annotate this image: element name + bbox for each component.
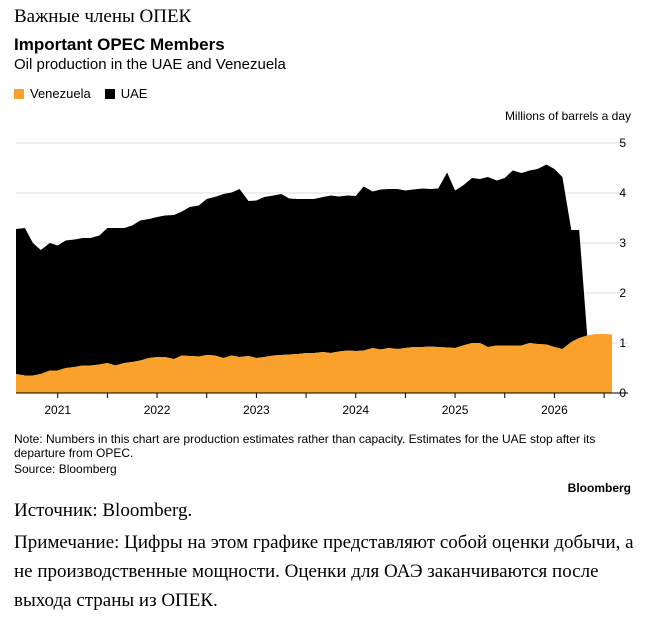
y-axis-unit-label: Millions of barrels a day (504, 109, 631, 123)
y-tick-label-3: 3 (619, 236, 626, 250)
y-tick-label-1: 1 (619, 336, 626, 350)
russian-note: Примечание: Цифры на этом графике предст… (14, 532, 634, 611)
bloomberg-logo: Bloomberg (567, 481, 631, 495)
y-tick-label-5: 5 (619, 136, 626, 150)
series-area-venezuela (16, 334, 612, 393)
y-tick-label-2: 2 (619, 286, 626, 300)
russian-title: Важные члены ОПЕК (14, 6, 192, 27)
x-tick-label-2025: 2025 (442, 403, 469, 417)
legend-item-venezuela: Venezuela (14, 86, 91, 101)
area-layer (16, 164, 612, 393)
x-tick-label-2022: 2022 (144, 403, 171, 417)
chart-subtitle: Oil production in the UAE and Venezuela (14, 56, 286, 73)
russian-source: Источник: Bloomberg. (14, 500, 193, 521)
legend-label-uae: UAE (120, 86, 148, 101)
series-area-uae (16, 164, 588, 376)
legend-item-uae: UAE (104, 86, 148, 101)
chart-source: Source: Bloomberg (14, 462, 117, 476)
x-tick-label-2023: 2023 (243, 403, 270, 417)
x-tick-label-2024: 2024 (342, 403, 369, 417)
legend-label-venezuela: Venezuela (30, 86, 91, 101)
chart-title: Important OPEC Members (14, 35, 225, 54)
legend-swatch-venezuela (14, 88, 24, 99)
x-tick-label-2021: 2021 (44, 403, 71, 417)
chart-note: Note: Numbers in this chart are producti… (14, 432, 596, 460)
y-tick-label-4: 4 (619, 186, 626, 200)
legend: Venezuela UAE (14, 86, 147, 101)
legend-swatch-uae (104, 88, 115, 99)
x-tick-label-2026: 2026 (541, 403, 568, 417)
